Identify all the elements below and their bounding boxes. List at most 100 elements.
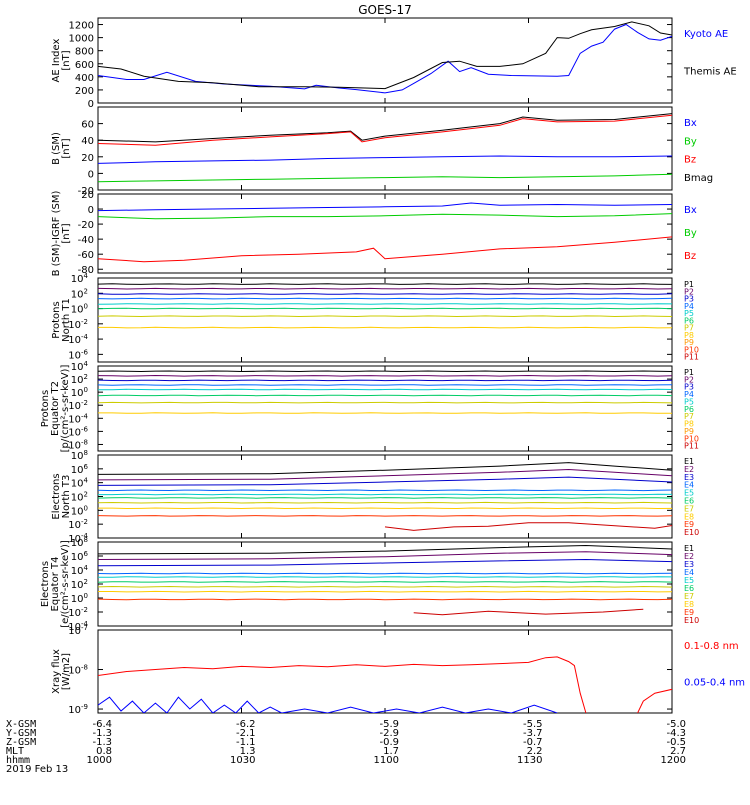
legend-item: E6 [684, 497, 694, 506]
x-axis-row-value: -6.2 [236, 719, 256, 730]
y-axis-label: North T1 [61, 298, 72, 342]
y-tick-label: 104 [71, 272, 89, 285]
y-axis-label: North T3 [61, 475, 72, 519]
series-line-by [98, 213, 672, 220]
y-tick-label: 10-7 [68, 624, 88, 637]
series-line-e4 [98, 572, 672, 575]
x-axis-row-value: -6.4 [92, 719, 112, 730]
series-line-p7 [98, 401, 672, 404]
legend-item: P5 [684, 309, 694, 318]
legend-item: 0.05-0.4 nm [684, 678, 745, 689]
series-line-e2 [98, 551, 672, 560]
series-line-bz [98, 236, 672, 263]
series-line-p5 [98, 303, 672, 305]
x-axis-table: X-GSM -6.4 -6.2 -5.9 -5.5 -5.0 Y-GSM -1.3 -2.1 -2… [6, 719, 686, 775]
series-line-bmag [98, 113, 672, 143]
legend-item: Kyoto AE [684, 29, 728, 40]
legend-item: Bmag [684, 173, 713, 184]
series-line-p7 [98, 315, 672, 318]
series-line-p8 [98, 412, 672, 414]
legend-item: E6 [684, 584, 694, 593]
y-axis-label: B (SM)-IGRF (SM) [51, 191, 62, 277]
panel-bsm: -20 0 20 40 60 B (SM) [nT] Bx By Bz Bmag [51, 106, 713, 197]
series-line-e3 [98, 558, 672, 567]
x-axis-row-label: Y-GSM [6, 728, 36, 739]
panel-frame [97, 277, 673, 363]
series-line-by [98, 173, 672, 183]
legend-item: E3 [684, 560, 694, 569]
y-tick-label: -20 [78, 220, 94, 231]
series-line-p3 [98, 293, 672, 295]
series-line-e6 [98, 497, 672, 499]
y-tick-label: 108 [71, 536, 88, 549]
legend-item: E7 [684, 592, 694, 601]
y-tick-label: 102 [71, 373, 88, 386]
legend-item: P7 [684, 324, 694, 333]
y-tick-label: 104 [71, 477, 89, 490]
legend-item: Themis AE [683, 67, 737, 78]
y-tick-label: 100 [71, 592, 88, 605]
legend-item: E7 [684, 504, 694, 513]
panel-frame [97, 17, 673, 104]
y-tick-label: 60 [81, 120, 94, 131]
series-line-p5 [98, 388, 672, 391]
series-line-p3 [98, 379, 672, 382]
y-axis-label: [p/(cm²-s-sr-keV)] [60, 365, 71, 453]
y-tick-label: 20 [81, 153, 94, 164]
legend-item: E9 [684, 608, 694, 617]
legend-item: P4 [684, 390, 694, 399]
legend-item: P6 [684, 316, 694, 325]
panel-bigrf: -80 -60 -40 -20 0 20 B (SM)-IGRF (SM) [nT] Bx By B… [51, 190, 697, 276]
y-tick-label: 104 [71, 360, 89, 373]
y-axis-label: [e/(cm²-s-sr-keV)] [60, 540, 71, 628]
y-tick-label: 10-2 [68, 399, 88, 412]
x-axis-row-value: 2.7 [670, 746, 686, 757]
series-line-kyoto-ae [98, 23, 672, 94]
legend-item: P2 [684, 287, 694, 296]
y-axis-label: Equator T4 [50, 557, 61, 612]
y-tick-label: 104 [71, 564, 89, 577]
series-line-e8 [98, 590, 672, 593]
x-axis-row-label: X-GSM [6, 719, 36, 730]
series-line-p4 [98, 384, 672, 386]
y-axis-label: [nT] [61, 223, 72, 243]
series-line-0-05-0-4-nm [98, 696, 558, 713]
y-tick-label: 108 [71, 449, 88, 462]
series-line-e5 [98, 493, 672, 496]
y-tick-label: 20 [81, 190, 94, 201]
y-axis-label: Protons [51, 301, 62, 338]
series-line-e3 [98, 476, 672, 486]
legend-item: By [684, 228, 697, 239]
series-line-p1 [98, 370, 672, 373]
y-tick-label: 100 [71, 504, 88, 517]
y-tick-label: 0 [88, 169, 94, 180]
y-tick-label: 40 [81, 136, 94, 147]
x-axis-row-label: MLT [6, 746, 24, 757]
x-axis-row-value: -2.1 [236, 728, 256, 739]
x-axis-row-value: -1.3 [92, 728, 112, 739]
y-tick-label: 10-6 [68, 425, 88, 438]
legend-item: P1 [684, 280, 694, 289]
panel-frame [97, 629, 673, 714]
series-line-e4 [98, 489, 672, 492]
y-tick-label: 0 [88, 205, 94, 216]
y-tick-label: 106 [71, 550, 89, 563]
series-line-0-1-0-8-nm [98, 656, 587, 713]
y-axis-label: [W/m2] [61, 653, 72, 690]
panel-frame [97, 541, 673, 627]
y-axis-label: AE Index [51, 38, 62, 82]
series-line-bx [98, 155, 672, 164]
y-axis-label: Protons [40, 390, 51, 427]
x-axis-row-label: Z-GSM [6, 737, 36, 748]
legend-item: 0.1-0.8 nm [684, 641, 739, 652]
legend-item: E2 [684, 465, 694, 474]
y-tick-label: 10-4 [68, 412, 88, 425]
x-axis-row-value: -4.3 [666, 728, 686, 739]
legend-item: E4 [684, 568, 694, 577]
legend-item: P11 [684, 353, 699, 362]
series-line-e7 [98, 501, 672, 504]
legend-item: P10 [684, 345, 699, 354]
